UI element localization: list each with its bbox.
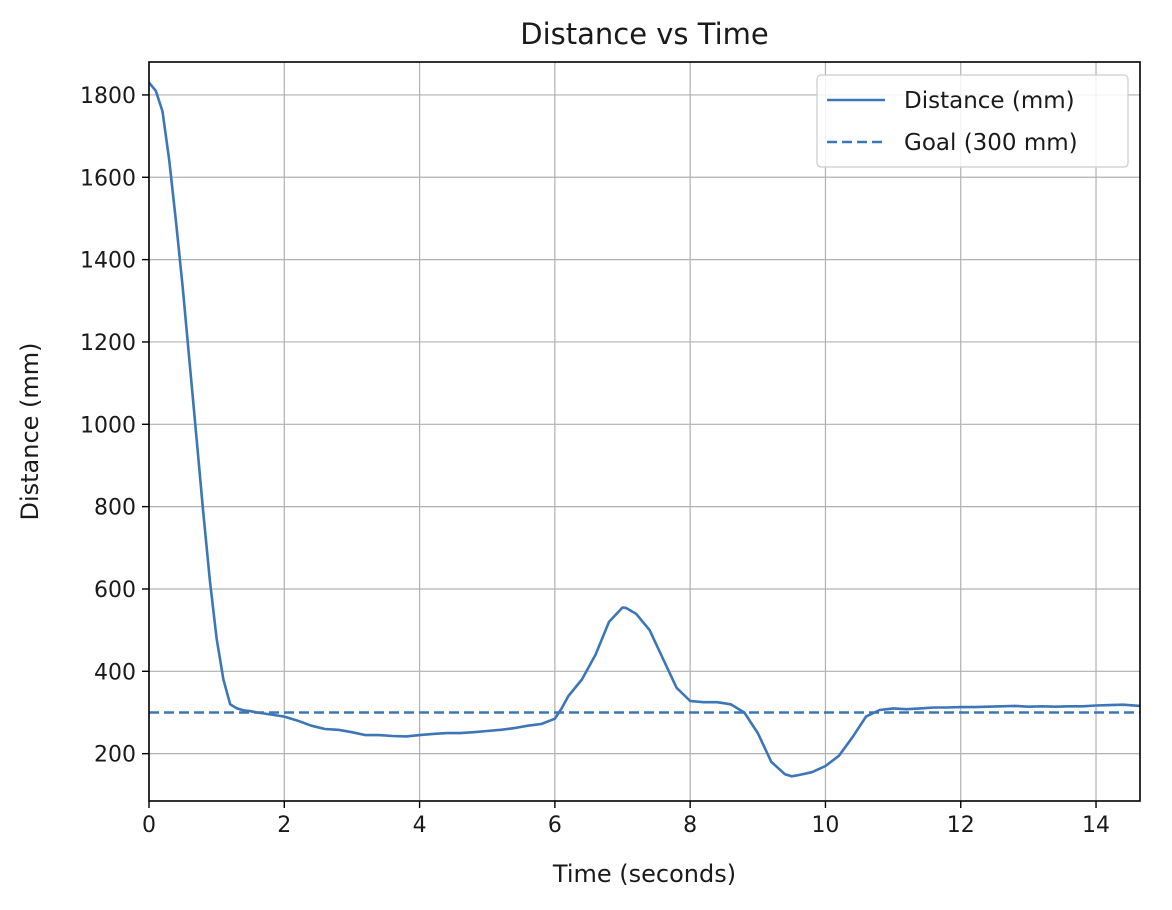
x-tick-label: 6 — [548, 813, 562, 838]
x-axis-label: Time (seconds) — [552, 860, 736, 888]
y-tick-label: 400 — [94, 660, 136, 685]
y-tick-label: 1600 — [80, 166, 136, 191]
y-axis-ticks: 200 400 600 800 1000 1200 1400 1600 1800 — [80, 84, 149, 768]
y-tick-label: 1200 — [80, 331, 136, 356]
x-tick-label: 12 — [947, 813, 975, 838]
legend-label: Goal (300 mm) — [904, 130, 1078, 156]
x-tick-label: 14 — [1082, 813, 1110, 838]
legend: Distance (mm) Goal (300 mm) — [816, 74, 1129, 168]
chart-title: Distance vs Time — [520, 17, 768, 51]
plot-frame — [148, 61, 1141, 802]
legend-label: Distance (mm) — [904, 88, 1075, 114]
x-axis-ticks: 0 2 4 6 8 10 12 14 — [142, 801, 1110, 838]
legend-box — [816, 74, 1129, 168]
y-tick-label: 800 — [94, 496, 136, 521]
series-layer — [147, 81, 1141, 778]
x-tick-label: 8 — [683, 813, 697, 838]
grid-lines — [148, 62, 1140, 801]
y-tick-label: 600 — [94, 578, 136, 603]
y-axis-label: Distance (mm) — [16, 342, 44, 520]
x-tick-label: 4 — [413, 813, 427, 838]
x-tick-label: 10 — [811, 813, 839, 838]
x-tick-label: 0 — [142, 813, 156, 838]
x-tick-label: 2 — [277, 813, 291, 838]
y-tick-label: 1400 — [80, 249, 136, 274]
y-tick-label: 1800 — [80, 84, 136, 109]
distance-line — [147, 81, 1141, 778]
y-tick-label: 200 — [94, 743, 136, 768]
y-tick-label: 1000 — [80, 413, 136, 438]
